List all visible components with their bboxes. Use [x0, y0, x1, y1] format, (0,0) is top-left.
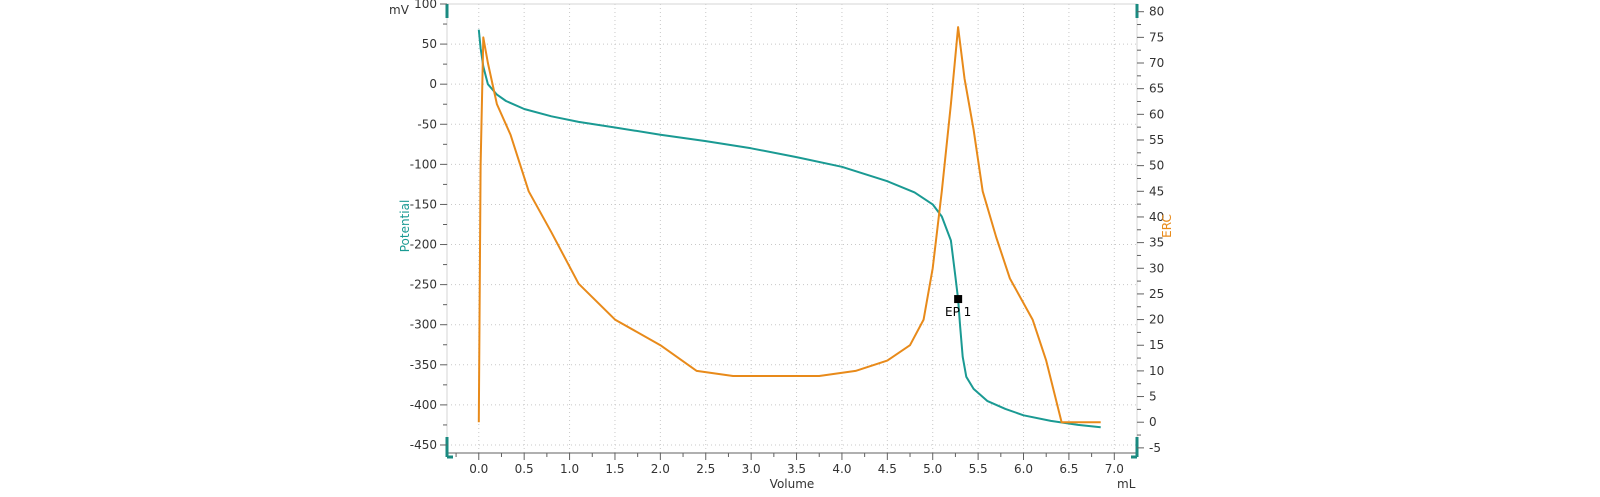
y-right-tick-label: 25 [1149, 287, 1164, 301]
x-tick-label: 6.5 [1059, 462, 1078, 476]
y-left-tick-label: 100 [414, 0, 437, 11]
y-left-tick-label: -100 [410, 157, 437, 171]
annotations: EP 1 [945, 295, 971, 319]
right-axis-label: ERC [1160, 214, 1174, 238]
left-y-axis: 100 50 0 -50 -100 -150 -200 -250 -300 -350 -400 -45… [410, 0, 447, 452]
y-left-tick-label: -200 [410, 238, 437, 252]
x-tick-label: 5.5 [969, 462, 988, 476]
x-tick-label: 1.0 [560, 462, 579, 476]
y-right-tick-label: 15 [1149, 338, 1164, 352]
y-left-tick-label: -450 [410, 438, 437, 452]
y-left-tick-label: -350 [410, 358, 437, 372]
y-right-tick-label: 20 [1149, 313, 1164, 327]
y-right-tick-label: 50 [1149, 159, 1164, 173]
y-right-tick-label: 10 [1149, 364, 1164, 378]
x-tick-label: 4.5 [878, 462, 897, 476]
x-tick-label: 5.0 [923, 462, 942, 476]
y-right-tick-label: 5 [1149, 390, 1157, 404]
y-left-tick-label: -400 [410, 398, 437, 412]
x-tick-label: 6.0 [1014, 462, 1033, 476]
x-tick-label: 1.5 [605, 462, 624, 476]
x-tick-label: 2.5 [696, 462, 715, 476]
y-left-tick-label: -150 [410, 197, 437, 211]
x-tick-label: 3.5 [787, 462, 806, 476]
plot-frame [445, 3, 1139, 459]
x-tick-label: 4.0 [832, 462, 851, 476]
y-right-tick-label: 45 [1149, 184, 1164, 198]
x-axis-unit: mL [1117, 477, 1136, 491]
y-right-tick-label: 40 [1149, 210, 1164, 224]
y-left-tick-label: -300 [410, 318, 437, 332]
erc-curve [477, 26, 1101, 424]
y-right-tick-label: 55 [1149, 133, 1164, 147]
x-axis: 0.0 0.5 1.0 1.5 2.0 2.5 3.0 3.5 4.0 4.5 5.0 5.5 6.0 6… [455, 453, 1124, 476]
y-right-tick-label: 0 [1149, 415, 1157, 429]
y-left-tick-label: 50 [422, 37, 437, 51]
x-tick-label: 0.5 [515, 462, 534, 476]
y-right-tick-label: 80 [1149, 5, 1164, 19]
x-axis-label: Volume [770, 477, 815, 491]
y-left-tick-label: -250 [410, 278, 437, 292]
y-left-tick-label: 0 [429, 77, 437, 91]
grid-lines [447, 3, 1137, 453]
potential-curve [477, 29, 1101, 429]
left-axis-label: Potential [398, 200, 412, 253]
y-right-tick-label: 35 [1149, 236, 1164, 250]
y-left-tick-label: -50 [417, 117, 437, 131]
endpoint-marker [954, 295, 963, 304]
left-axis-unit: mV [389, 3, 410, 17]
y-right-tick-label: 75 [1149, 30, 1164, 44]
endpoint-label: EP 1 [945, 305, 971, 319]
plot-border [446, 3, 1138, 454]
y-right-tick-label: 70 [1149, 56, 1164, 70]
y-right-tick-label: 30 [1149, 261, 1164, 275]
x-tick-label: 0.0 [469, 462, 488, 476]
series-group [477, 26, 1101, 429]
x-tick-label: 2.0 [651, 462, 670, 476]
x-tick-label: 7.0 [1105, 462, 1124, 476]
x-tick-label: 3.0 [742, 462, 761, 476]
y-right-tick-label: 60 [1149, 107, 1164, 121]
y-right-tick-label: 65 [1149, 82, 1164, 96]
y-right-tick-label: -5 [1149, 441, 1161, 455]
